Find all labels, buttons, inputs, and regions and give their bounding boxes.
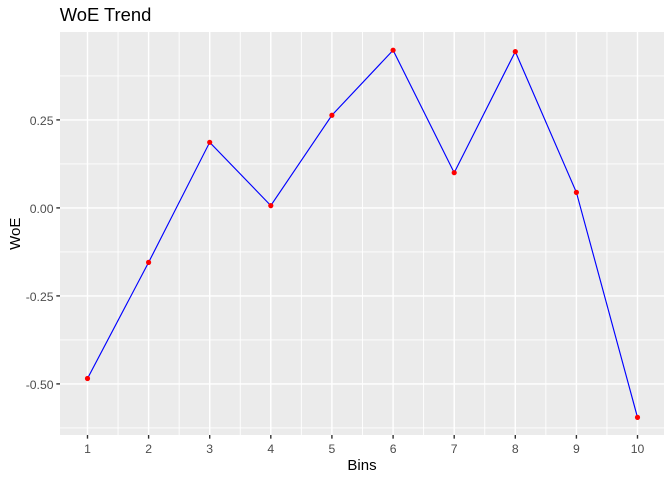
svg-text:-0.25: -0.25 <box>26 290 54 304</box>
svg-text:2: 2 <box>145 442 152 456</box>
svg-text:0.00: 0.00 <box>30 202 54 216</box>
svg-text:3: 3 <box>206 442 213 456</box>
svg-text:6: 6 <box>390 442 397 456</box>
svg-text:9: 9 <box>573 442 580 456</box>
svg-text:1: 1 <box>84 442 91 456</box>
svg-text:4: 4 <box>267 442 274 456</box>
svg-text:10: 10 <box>631 442 645 456</box>
svg-text:0.25: 0.25 <box>30 114 54 128</box>
svg-text:5: 5 <box>329 442 336 456</box>
svg-text:WoE Trend: WoE Trend <box>60 4 152 25</box>
svg-text:8: 8 <box>512 442 519 456</box>
svg-text:-0.50: -0.50 <box>26 378 54 392</box>
svg-text:WoE: WoE <box>7 218 24 250</box>
svg-text:7: 7 <box>451 442 458 456</box>
svg-text:Bins: Bins <box>347 457 376 474</box>
